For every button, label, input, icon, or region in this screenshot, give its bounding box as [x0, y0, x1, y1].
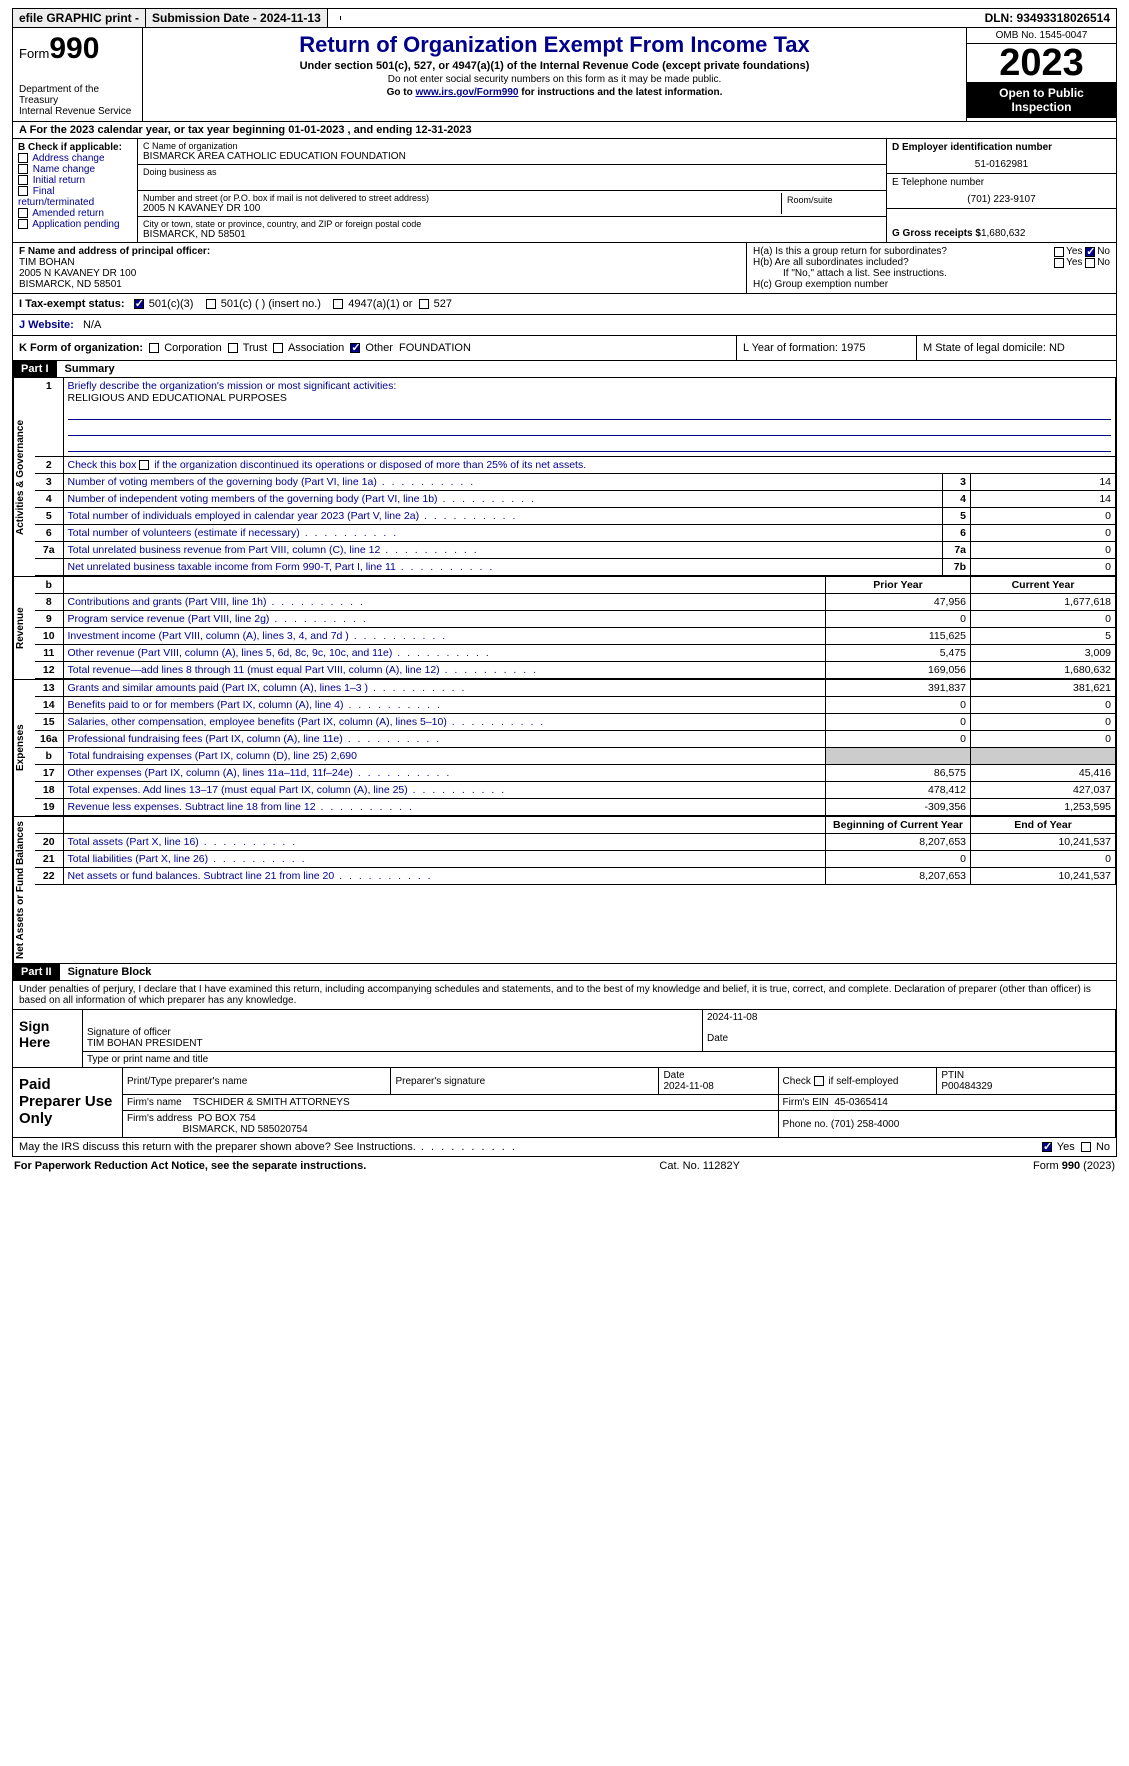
checkbox-trust[interactable]: [228, 343, 238, 353]
checkbox-hb-no[interactable]: [1085, 258, 1095, 268]
checkbox-corp[interactable]: [149, 343, 159, 353]
page-footer: For Paperwork Reduction Act Notice, see …: [12, 1157, 1117, 1175]
summary-revenue: Revenue bPrior YearCurrent Year 8Contrib…: [12, 577, 1117, 680]
summary-expenses: Expenses 13Grants and similar amounts pa…: [12, 680, 1117, 817]
tab-revenue: Revenue: [13, 577, 35, 679]
checkbox-discontinued[interactable]: [139, 460, 149, 470]
checkbox-4947[interactable]: [333, 299, 343, 309]
tab-netassets: Net Assets or Fund Balances: [13, 817, 35, 963]
year-formation: L Year of formation: 1975: [736, 336, 916, 360]
row-f-h: F Name and address of principal officer:…: [12, 243, 1117, 294]
checkbox-discuss-yes[interactable]: [1042, 1142, 1052, 1152]
website: N/A: [83, 319, 101, 331]
irs-link[interactable]: www.irs.gov/Form990: [415, 87, 518, 98]
officer-name: TIM BOHAN: [19, 257, 75, 268]
org-name: BISMARCK AREA CATHOLIC EDUCATION FOUNDAT…: [143, 151, 881, 162]
form-number: Form990: [19, 32, 136, 66]
checkbox-ha-yes[interactable]: [1054, 247, 1064, 257]
line-a-tax-year: A For the 2023 calendar year, or tax yea…: [12, 122, 1117, 139]
checkbox-other[interactable]: [350, 343, 360, 353]
checkbox-527[interactable]: [419, 299, 429, 309]
dept-treasury: Department of the TreasuryInternal Reven…: [19, 84, 136, 117]
sign-block: Sign Here 2024-11-08 Signature of office…: [12, 1010, 1117, 1068]
tab-governance: Activities & Governance: [13, 378, 35, 576]
firm-name: TSCHIDER & SMITH ATTORNEYS: [193, 1097, 350, 1108]
top-bar: efile GRAPHIC print - Submission Date - …: [12, 8, 1117, 28]
checkbox-final-return[interactable]: [18, 186, 28, 196]
discuss-row: May the IRS discuss this return with the…: [12, 1138, 1117, 1157]
checkbox-ha-no[interactable]: [1085, 247, 1095, 257]
state-domicile: M State of legal domicile: ND: [916, 336, 1116, 360]
row-i: I Tax-exempt status: 501(c)(3) 501(c) ( …: [12, 294, 1117, 315]
org-city: BISMARCK, ND 58501: [143, 229, 881, 240]
firm-phone: (701) 258-4000: [831, 1119, 899, 1130]
ptin: P00484329: [941, 1081, 992, 1092]
box-b: B Check if applicable: Address change Na…: [13, 139, 138, 242]
summary-netassets: Net Assets or Fund Balances Beginning of…: [12, 817, 1117, 964]
telephone: (701) 223-9107: [892, 194, 1111, 205]
entity-block: B Check if applicable: Address change Na…: [12, 139, 1117, 243]
tax-year: 2023: [967, 44, 1116, 82]
checkbox-name-change[interactable]: [18, 164, 28, 174]
perjury-text: Under penalties of perjury, I declare th…: [12, 981, 1117, 1010]
gross-receipts: 1,680,632: [981, 228, 1026, 239]
checkbox-501c[interactable]: [206, 299, 216, 309]
preparer-block: Paid Preparer Use Only Print/Type prepar…: [12, 1068, 1117, 1138]
row-k: K Form of organization: Corporation Trus…: [12, 336, 1117, 361]
part1-header: Part I Summary: [12, 361, 1117, 378]
checkbox-assoc[interactable]: [273, 343, 283, 353]
tab-expenses: Expenses: [13, 680, 35, 816]
checkbox-app-pending[interactable]: [18, 219, 28, 229]
ein: 51-0162981: [892, 159, 1111, 170]
summary-governance: Activities & Governance 1 Briefly descri…: [12, 378, 1117, 577]
org-street: 2005 N KAVANEY DR 100: [143, 203, 781, 214]
box-c: C Name of organization BISMARCK AREA CAT…: [138, 139, 886, 242]
submission-date: Submission Date - 2024-11-13: [146, 9, 328, 27]
form-subtitle: Under section 501(c), 527, or 4947(a)(1)…: [151, 60, 958, 72]
checkbox-self-employed[interactable]: [814, 1076, 824, 1086]
checkbox-address-change[interactable]: [18, 153, 28, 163]
efile-button[interactable]: efile GRAPHIC print -: [13, 9, 146, 27]
form-header: Form990 Department of the TreasuryIntern…: [12, 28, 1117, 122]
row-j: J Website: N/A: [12, 315, 1117, 336]
part2-header: Part II Signature Block: [12, 964, 1117, 981]
box-d: D Employer identification number 51-0162…: [886, 139, 1116, 242]
form-title: Return of Organization Exempt From Incom…: [151, 32, 958, 58]
checkbox-discuss-no[interactable]: [1081, 1142, 1091, 1152]
open-to-public: Open to Public Inspection: [967, 82, 1116, 118]
mission: RELIGIOUS AND EDUCATIONAL PURPOSES: [68, 392, 287, 404]
dln: DLN: 93493318026514: [979, 9, 1116, 27]
officer-signature: TIM BOHAN PRESIDENT: [87, 1038, 203, 1049]
checkbox-initial-return[interactable]: [18, 175, 28, 185]
checkbox-amended[interactable]: [18, 208, 28, 218]
firm-ein: 45-0365414: [834, 1097, 887, 1108]
goto-link-row: Go to www.irs.gov/Form990 for instructio…: [151, 87, 958, 98]
checkbox-hb-yes[interactable]: [1054, 258, 1064, 268]
checkbox-501c3[interactable]: [134, 299, 144, 309]
ssn-warning: Do not enter social security numbers on …: [151, 74, 958, 85]
